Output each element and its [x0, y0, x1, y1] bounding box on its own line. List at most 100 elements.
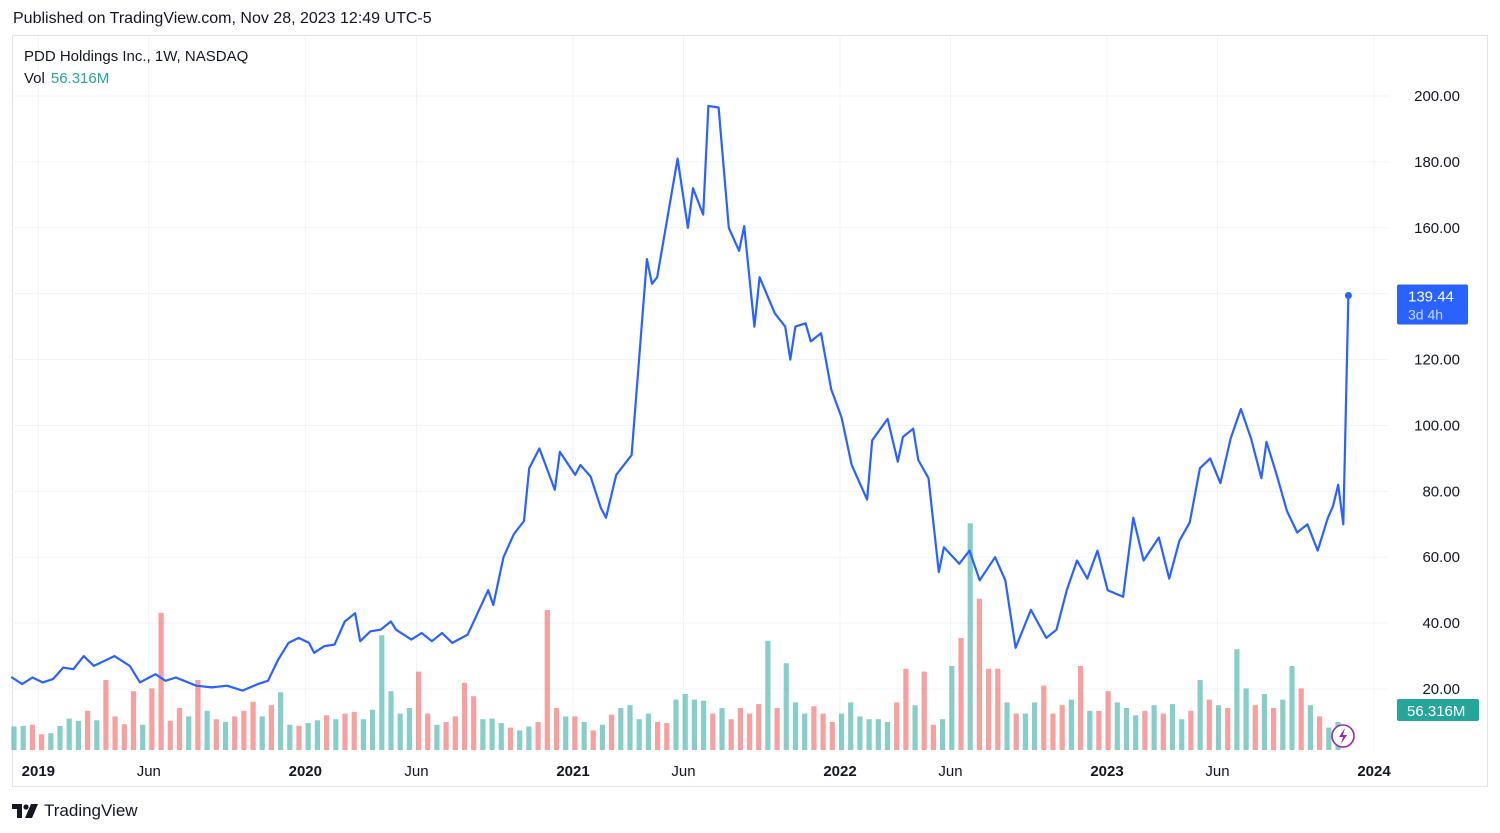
volume-bar — [130, 691, 137, 750]
volume-bar — [829, 722, 835, 750]
y-tick-label: 20.00 — [1422, 681, 1460, 698]
brand-name: TradingView — [44, 801, 138, 820]
volume-bar — [581, 722, 587, 750]
volume-bar — [526, 726, 532, 750]
volume-bar — [1188, 710, 1194, 750]
volume-bar — [976, 598, 982, 750]
x-tick-label: 2019 — [22, 763, 55, 780]
volume-bar — [416, 671, 422, 750]
volume-bar — [1050, 713, 1056, 750]
volume-bar — [1160, 713, 1166, 750]
volume-bar — [1317, 716, 1323, 750]
volume-bar — [517, 730, 523, 750]
price-badge-countdown: 3d 4h — [1408, 307, 1443, 323]
volume-bar — [1151, 705, 1157, 750]
volume-bar — [783, 663, 789, 750]
volume-bar — [176, 708, 183, 750]
y-tick-label: 120.00 — [1414, 352, 1460, 369]
volume-bar — [1114, 702, 1120, 750]
volume-bar — [1004, 702, 1010, 750]
volume-bar — [1096, 710, 1102, 750]
volume-bar — [894, 702, 900, 750]
volume-bar — [39, 734, 45, 750]
volume-bar — [1206, 699, 1212, 750]
volume-bar — [324, 715, 330, 750]
volume-bar — [940, 719, 946, 750]
volume-bar — [967, 523, 973, 750]
volume-bar — [471, 696, 477, 750]
volume-bar — [1298, 688, 1304, 750]
volume-bar — [1133, 715, 1139, 750]
volume-bar — [1252, 705, 1258, 750]
volume-bar — [1041, 685, 1047, 750]
volume-bar — [489, 718, 495, 750]
volume-bar — [535, 722, 541, 750]
volume-label: Vol — [24, 70, 45, 87]
volume-bar — [305, 723, 311, 750]
volume-bar — [1326, 727, 1332, 750]
x-tick-label: Jun — [404, 763, 428, 780]
volume-bar — [627, 705, 633, 750]
volume-badge-bg — [1397, 699, 1479, 721]
price-badge-bg — [1397, 284, 1468, 325]
volume-bar — [838, 713, 845, 750]
y-tick-label: 160.00 — [1414, 220, 1460, 237]
volume-bar — [167, 720, 173, 750]
volume-bar — [1022, 713, 1028, 750]
lightning-icon[interactable] — [1331, 724, 1355, 748]
volume-bar — [314, 720, 320, 750]
volume-bar — [250, 701, 256, 750]
volume-bar — [728, 719, 734, 750]
volume-legend: Vol 56.316M — [24, 68, 248, 90]
volume-bar — [1197, 680, 1203, 750]
volume-bar — [140, 724, 146, 750]
volume-bar — [553, 708, 560, 750]
published-caption: Published on TradingView.com, Nov 28, 20… — [13, 10, 432, 27]
volume-bar — [507, 727, 514, 750]
volume-bar — [1271, 708, 1277, 750]
volume-bar — [618, 708, 624, 750]
volume-bar — [645, 713, 651, 750]
volume-bar — [333, 719, 339, 750]
tradingview-logo-icon — [12, 804, 38, 818]
volume-bar — [195, 680, 201, 750]
symbol-title: PDD Holdings Inc., 1W, NASDAQ — [24, 48, 249, 65]
x-tick-label: Jun — [1205, 763, 1229, 780]
volume-bar — [351, 711, 357, 750]
volume-bar — [268, 705, 274, 750]
last-price-dot — [1344, 292, 1352, 299]
volume-bar — [599, 724, 605, 750]
volume-bar — [296, 725, 302, 750]
volume-bar — [1123, 708, 1130, 750]
volume-bar — [986, 668, 992, 750]
volume-bar — [1169, 704, 1176, 750]
volume-bar — [544, 610, 550, 750]
volume-bar — [452, 716, 458, 750]
volume-bar — [747, 713, 753, 750]
volume-bar — [691, 699, 697, 750]
volume-bar — [1280, 699, 1286, 750]
x-tick-label: 2022 — [823, 763, 856, 780]
volume-bar — [112, 716, 118, 750]
volume-bar — [802, 713, 808, 750]
volume-bar — [121, 724, 127, 750]
chart-frame — [12, 35, 1488, 787]
volume-bar — [866, 719, 872, 750]
volume-bar — [719, 708, 725, 750]
volume-bar — [259, 716, 265, 750]
volume-bar — [673, 699, 679, 750]
volume-bar — [11, 726, 17, 750]
volume-bar — [360, 719, 366, 750]
volume-bar — [884, 722, 891, 750]
volume-bar — [636, 719, 642, 750]
tradingview-brand[interactable]: TradingView — [12, 800, 138, 822]
volume-bar — [1307, 705, 1313, 750]
volume-bar — [278, 692, 284, 750]
volume-bar — [958, 638, 964, 750]
volume-bar — [609, 714, 615, 750]
volume-bar — [29, 724, 35, 750]
volume-bar — [103, 680, 109, 750]
volume-bar — [1225, 708, 1231, 750]
